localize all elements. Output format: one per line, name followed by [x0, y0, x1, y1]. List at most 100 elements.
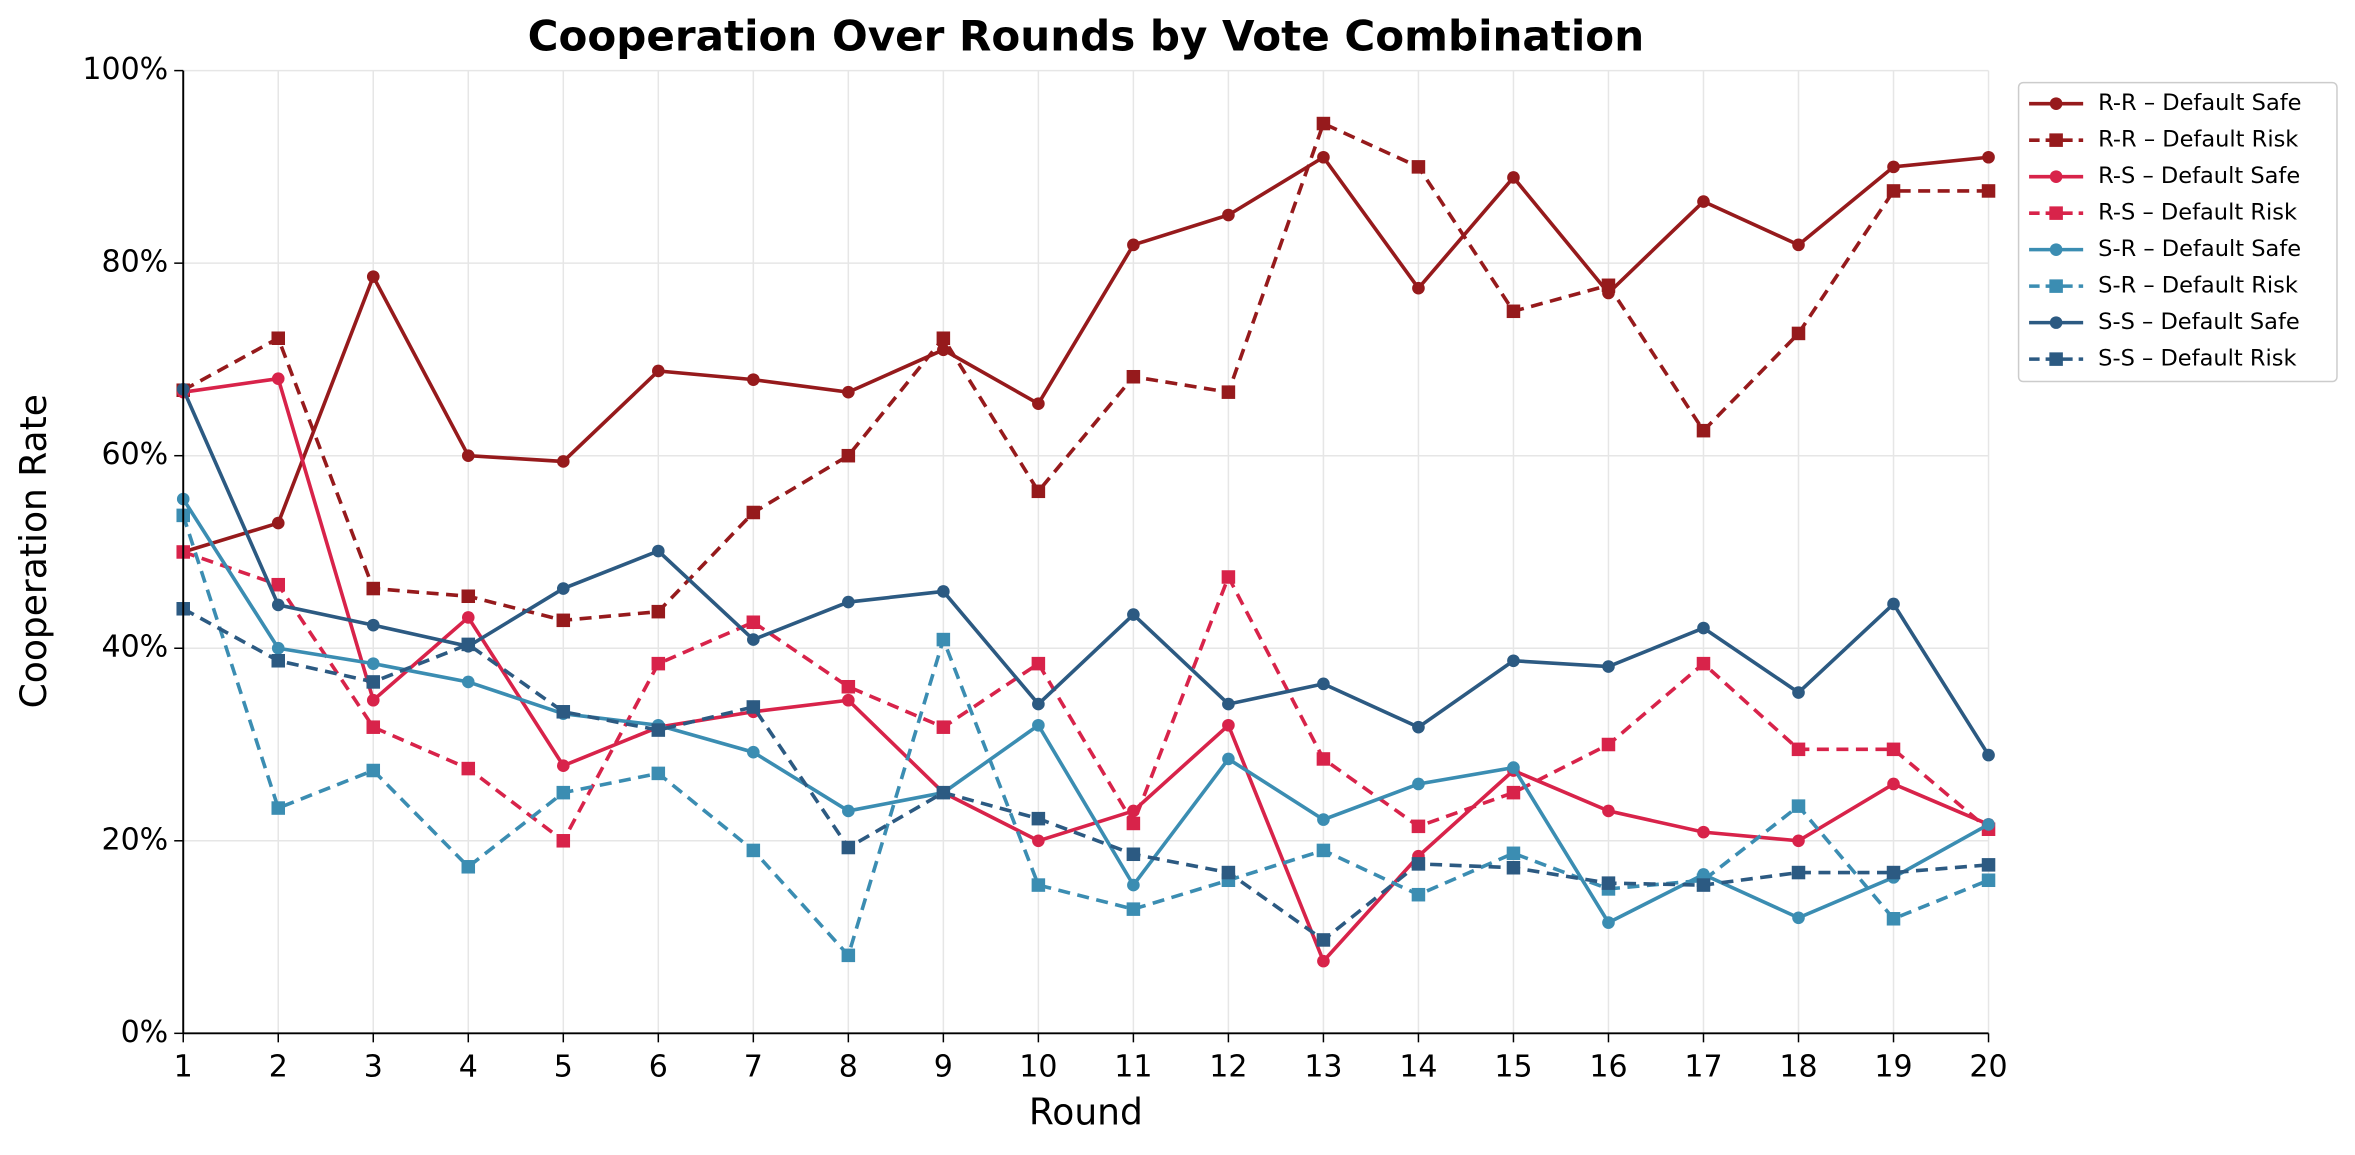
marker [652, 364, 665, 378]
x-tick-label: 19 [1874, 1049, 1912, 1084]
marker [1507, 654, 1520, 668]
marker [1032, 397, 1045, 411]
marker [1126, 369, 1141, 384]
marker [1601, 278, 1616, 293]
marker [271, 577, 286, 592]
x-tick-label: 1 [174, 1049, 193, 1084]
marker [1792, 911, 1805, 925]
marker [366, 720, 381, 734]
marker [652, 544, 665, 558]
marker [1887, 777, 1900, 791]
marker [1222, 208, 1235, 222]
legend-label: R-R – Default Safe [2098, 90, 2301, 116]
marker [1506, 785, 1521, 800]
marker [1887, 597, 1900, 611]
marker [461, 675, 475, 689]
marker [1126, 902, 1141, 916]
legend-marker [2049, 133, 2063, 147]
marker [936, 331, 951, 346]
marker [1982, 748, 1995, 762]
marker [841, 840, 856, 855]
series-line [181, 498, 1990, 925]
marker [1126, 816, 1141, 831]
chart-title: Cooperation Over Rounds by Vote Combinat… [528, 12, 1645, 61]
legend-label: S-R – Default Risk [2098, 273, 2298, 299]
marker [1792, 686, 1805, 699]
marker [1506, 304, 1521, 319]
marker [1791, 742, 1806, 757]
marker [1506, 860, 1521, 875]
marker [1317, 150, 1330, 164]
y-tick-label: 0% [121, 1015, 169, 1050]
marker [1127, 804, 1140, 818]
marker [1221, 865, 1236, 880]
marker [842, 693, 855, 707]
marker [366, 675, 381, 689]
marker [1127, 608, 1140, 621]
marker [936, 632, 951, 647]
marker [1506, 846, 1521, 861]
legend-label: R-S – Default Safe [2098, 163, 2300, 189]
marker [1696, 656, 1711, 671]
marker [841, 948, 856, 963]
marker [1697, 825, 1710, 839]
marker [461, 611, 475, 624]
legend-marker [2049, 97, 2063, 110]
marker [937, 585, 950, 598]
marker [1032, 834, 1045, 848]
marker [1411, 819, 1426, 834]
marker [1316, 752, 1331, 766]
marker [841, 679, 856, 694]
x-tick-label: 18 [1779, 1049, 1817, 1084]
marker [747, 373, 760, 386]
x-tick-label: 13 [1304, 1049, 1342, 1084]
marker [747, 633, 760, 646]
marker [461, 761, 476, 776]
marker [1792, 834, 1805, 848]
marker [1507, 761, 1520, 774]
marker [1317, 954, 1330, 968]
marker [461, 637, 476, 652]
legend: R-R – Default Safe R-R – Default Risk R-S … [2017, 81, 2338, 383]
legend-marker [2049, 352, 2063, 366]
marker [366, 581, 381, 596]
marker [1602, 916, 1615, 929]
marker [1887, 160, 1900, 174]
marker [1791, 799, 1806, 813]
marker [842, 595, 855, 609]
marker [1601, 876, 1616, 890]
x-tick-label: 5 [554, 1049, 573, 1084]
x-tick-label: 4 [459, 1049, 478, 1084]
marker [746, 700, 761, 714]
marker [1411, 857, 1426, 871]
marker [1981, 858, 1996, 872]
y-tick-label: 100% [82, 52, 168, 87]
marker [1316, 116, 1331, 131]
legend-label: R-S – Default Risk [2098, 200, 2297, 226]
marker [1886, 184, 1901, 198]
marker [1697, 621, 1710, 635]
marker [1982, 150, 1995, 164]
marker [1601, 737, 1616, 752]
marker [746, 843, 761, 858]
y-tick-label: 40% [101, 630, 168, 665]
marker [556, 785, 571, 800]
series-line [182, 154, 1989, 554]
series-line [182, 376, 1990, 965]
x-tick-label: 11 [1114, 1049, 1152, 1084]
marker [1316, 933, 1331, 947]
marker [1032, 697, 1045, 711]
x-tick-label: 6 [649, 1049, 668, 1084]
marker [842, 385, 855, 399]
marker [271, 653, 286, 668]
marker [1981, 184, 1996, 198]
marker [747, 745, 760, 759]
marker [556, 613, 571, 628]
marker [556, 582, 570, 595]
marker [1221, 570, 1236, 584]
marker [556, 759, 570, 773]
legend-marker [2049, 170, 2063, 183]
marker [271, 598, 285, 612]
x-tick-label: 2 [269, 1049, 288, 1084]
axes: 0%20%40%60%80%100%1 2 3 4 5 6 7 8 9 10 11 12 13 14 15 1… [82, 52, 2007, 1084]
